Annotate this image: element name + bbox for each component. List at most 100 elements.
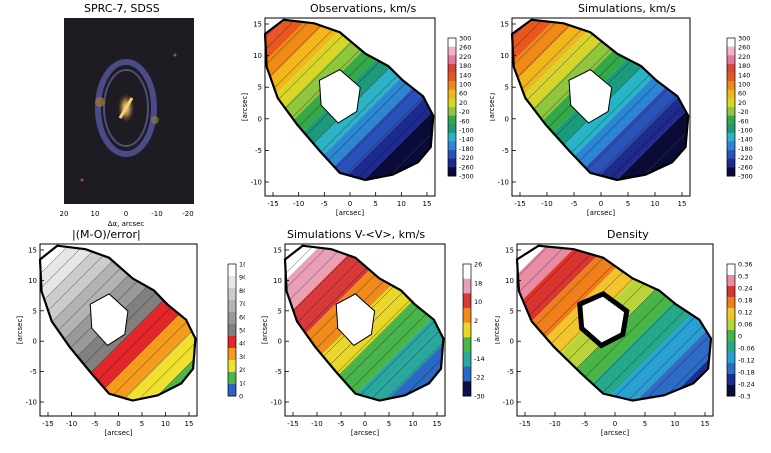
colorbar-segment [727, 363, 735, 375]
x-axis-label: [arcsec] [336, 209, 364, 217]
colorbar-label: 100 [738, 81, 750, 89]
colorbar-segment [727, 374, 735, 386]
contour-line [324, 19, 434, 180]
y-tick-label: 0 [258, 115, 262, 123]
x-axis-label: [arcsec] [587, 209, 615, 217]
field-band [265, 19, 352, 180]
colorbar-segment [463, 322, 471, 338]
y-tick-label: 5 [278, 307, 282, 315]
colorbar-segment [727, 385, 735, 397]
colorbar-segment [727, 89, 735, 99]
x-tick-label: 0 [348, 200, 352, 208]
y-tick-label: 10 [505, 277, 514, 285]
x-tick-label: 10 [397, 200, 406, 208]
x-tick-label: 10 [409, 420, 418, 428]
x-tick-label: -5 [338, 420, 345, 428]
colorbar-label: 300 [738, 35, 750, 43]
colorbar-label: 220 [738, 53, 750, 61]
colorbar-segment [727, 107, 735, 117]
colorbar-label: -0.3 [738, 393, 751, 401]
colorbar-frame [447, 37, 457, 177]
colorbar-label: -20 [459, 108, 470, 116]
field-band [285, 245, 359, 401]
colorbar-label: 0.3 [738, 273, 748, 281]
colorbar-segment [448, 89, 456, 99]
central-hole [335, 293, 376, 347]
colorbar-segment [463, 278, 471, 294]
colorbar-label: -6 [474, 336, 480, 344]
contour-line [625, 19, 689, 180]
x-tick-label: -15 [514, 200, 525, 208]
y-tick-label: 10 [28, 277, 37, 285]
colorbar-segment [228, 288, 236, 301]
field-band [517, 245, 579, 401]
panel-title: |(M-O)/error| [72, 228, 141, 241]
colorbar-segment [228, 336, 236, 349]
panel-title: Simulations, km/s [578, 2, 676, 15]
velocity-map-observations: -15 -10 -5 0 5 10 15 15 10 5 0 -5 -10 [arcsec] [arcsec… [241, 17, 474, 217]
field-band [559, 245, 712, 401]
x-axis-label: [arcsec] [351, 429, 379, 437]
colorbar-label: 180 [459, 62, 471, 70]
y-tick-label: 15 [505, 247, 514, 255]
colorbar-segment [727, 167, 735, 177]
panel-title: Density [607, 228, 649, 241]
colorbar-label: 50 [239, 327, 245, 335]
field-band [285, 245, 433, 401]
colorbar-label: 10 [474, 298, 482, 306]
x-tick-label: -10 [549, 420, 560, 428]
colorbar-label: 0.18 [738, 297, 752, 305]
contour-line [265, 19, 376, 180]
y-axis-label: [arcsec] [490, 93, 496, 121]
contour-line [265, 19, 329, 180]
x-tick-label: -5 [571, 200, 578, 208]
panel-error: |(M-O)/error| -15 -10 -5 0 5 10 15 15 10 5 0 -5 -10[… [0, 226, 245, 453]
colorbar-segment [727, 63, 735, 73]
x-tick-label: -15 [267, 200, 278, 208]
x-tick-label: 15 [185, 420, 194, 428]
contour-line [512, 19, 561, 180]
contour-line [285, 245, 361, 401]
colorbar-label: -260 [459, 163, 474, 171]
x-tick-label: -5 [582, 420, 589, 428]
y-tick-label: -5 [507, 368, 514, 376]
panel-observations: Observations, km/s -15 -10 -5 0 5 10 15 15 10 5 0-… [220, 0, 490, 230]
colorbar-label: -30 [474, 393, 485, 401]
colorbar-label: -14 [474, 355, 485, 363]
colorbar-label: 0 [239, 393, 243, 401]
y-tick-label: 5 [258, 84, 262, 92]
region-outline [38, 244, 197, 402]
contour-line [285, 245, 391, 401]
colorbar-label: 26 [474, 261, 482, 269]
colorbar-label: 40 [239, 340, 245, 348]
contour-line [77, 245, 196, 401]
field-band [265, 19, 396, 180]
colorbar: 26 18 10 2 -6 -14 -22 -30 [462, 261, 485, 401]
central-hole [577, 291, 630, 349]
contour-line [512, 19, 626, 180]
colorbar-segment [448, 124, 456, 134]
y-tick-label: 15 [500, 21, 509, 29]
colorbar-segment [727, 55, 735, 65]
colorbar-segment [463, 264, 471, 280]
colorbar-segment [463, 352, 471, 368]
field-band [297, 245, 444, 401]
colorbar-label: 0 [738, 333, 742, 341]
contour-line [592, 19, 689, 180]
region-outline [263, 18, 435, 182]
colorbar-segment [727, 297, 735, 309]
contour-line [579, 245, 712, 401]
colorbar-segment [448, 107, 456, 117]
colorbar-label: 300 [459, 35, 471, 43]
x-tick-label: -10 [541, 200, 552, 208]
colorbar-segment [727, 98, 735, 108]
contour-line [512, 19, 594, 180]
sdss-xlabel: Δα, arcsec [108, 220, 145, 228]
colorbar-label: -60 [738, 117, 749, 125]
colorbar-label: 20 [459, 99, 467, 107]
colorbar-segment [727, 352, 735, 364]
colorbar-segment [228, 372, 236, 385]
colorbar-label: -0.06 [738, 345, 755, 353]
colorbar-segment [727, 308, 735, 320]
